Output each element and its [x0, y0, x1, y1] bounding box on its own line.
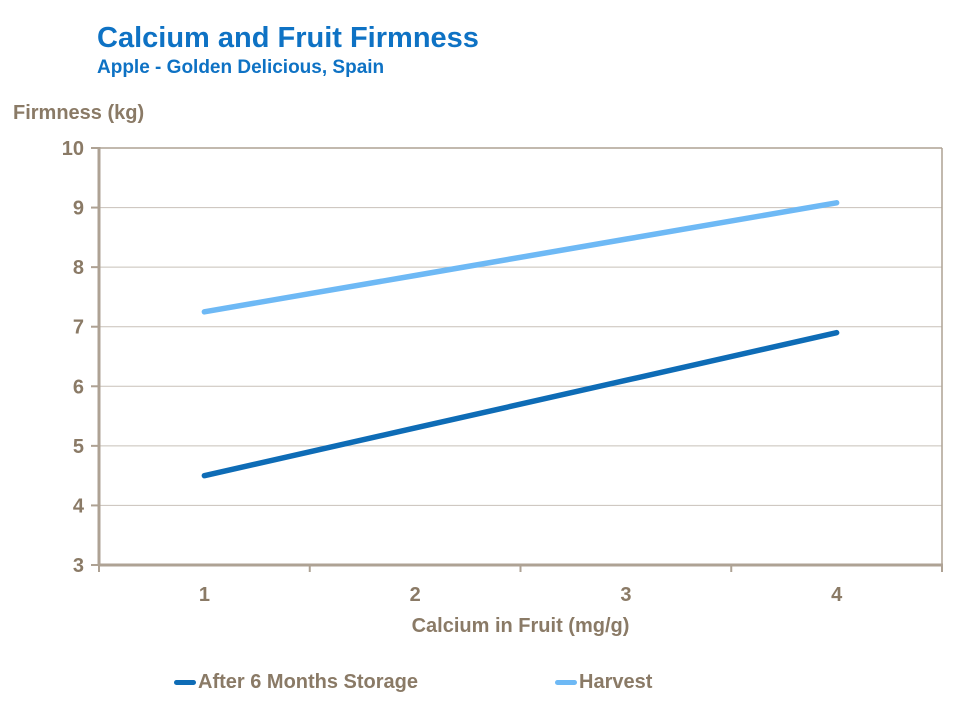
x-tick-label-2: 2 — [410, 584, 421, 606]
legend-label-storage: After 6 Months Storage — [198, 670, 419, 693]
legend-line-swatch-harvest — [555, 679, 577, 685]
y-tick-label-10: 10 — [62, 138, 84, 160]
chart-title: Calcium and Fruit Firmness — [97, 22, 479, 54]
legend-line-swatch-storage — [174, 679, 196, 685]
y-tick-label-4: 4 — [73, 495, 85, 517]
series-line-0 — [201, 329, 840, 479]
legend-label-harvest: Harvest — [579, 670, 653, 693]
y-tick-label-8: 8 — [73, 257, 84, 279]
y-tick-label-9: 9 — [73, 198, 84, 220]
legend-item-harvest: Harvest — [555, 668, 652, 696]
x-tick-label-1: 1 — [199, 584, 210, 606]
legend-item-after-6-months-storage: After 6 Months Storage — [174, 668, 418, 696]
series-line-1 — [201, 200, 840, 315]
chart-subtitle: Apple - Golden Delicious, Spain — [97, 57, 385, 78]
x-tick-label-3: 3 — [620, 584, 631, 606]
x-axis-title: Calcium in Fruit (mg/g) — [411, 615, 630, 637]
y-axis-title: Firmness (kg) — [13, 102, 145, 124]
y-tick-label-5: 5 — [73, 436, 84, 458]
legend: After 6 Months Storage Harvest — [0, 668, 960, 698]
y-tick-label-6: 6 — [73, 376, 84, 398]
y-tick-label-7: 7 — [73, 317, 84, 339]
x-tick-label-4: 4 — [831, 584, 843, 606]
y-tick-label-3: 3 — [73, 555, 84, 577]
